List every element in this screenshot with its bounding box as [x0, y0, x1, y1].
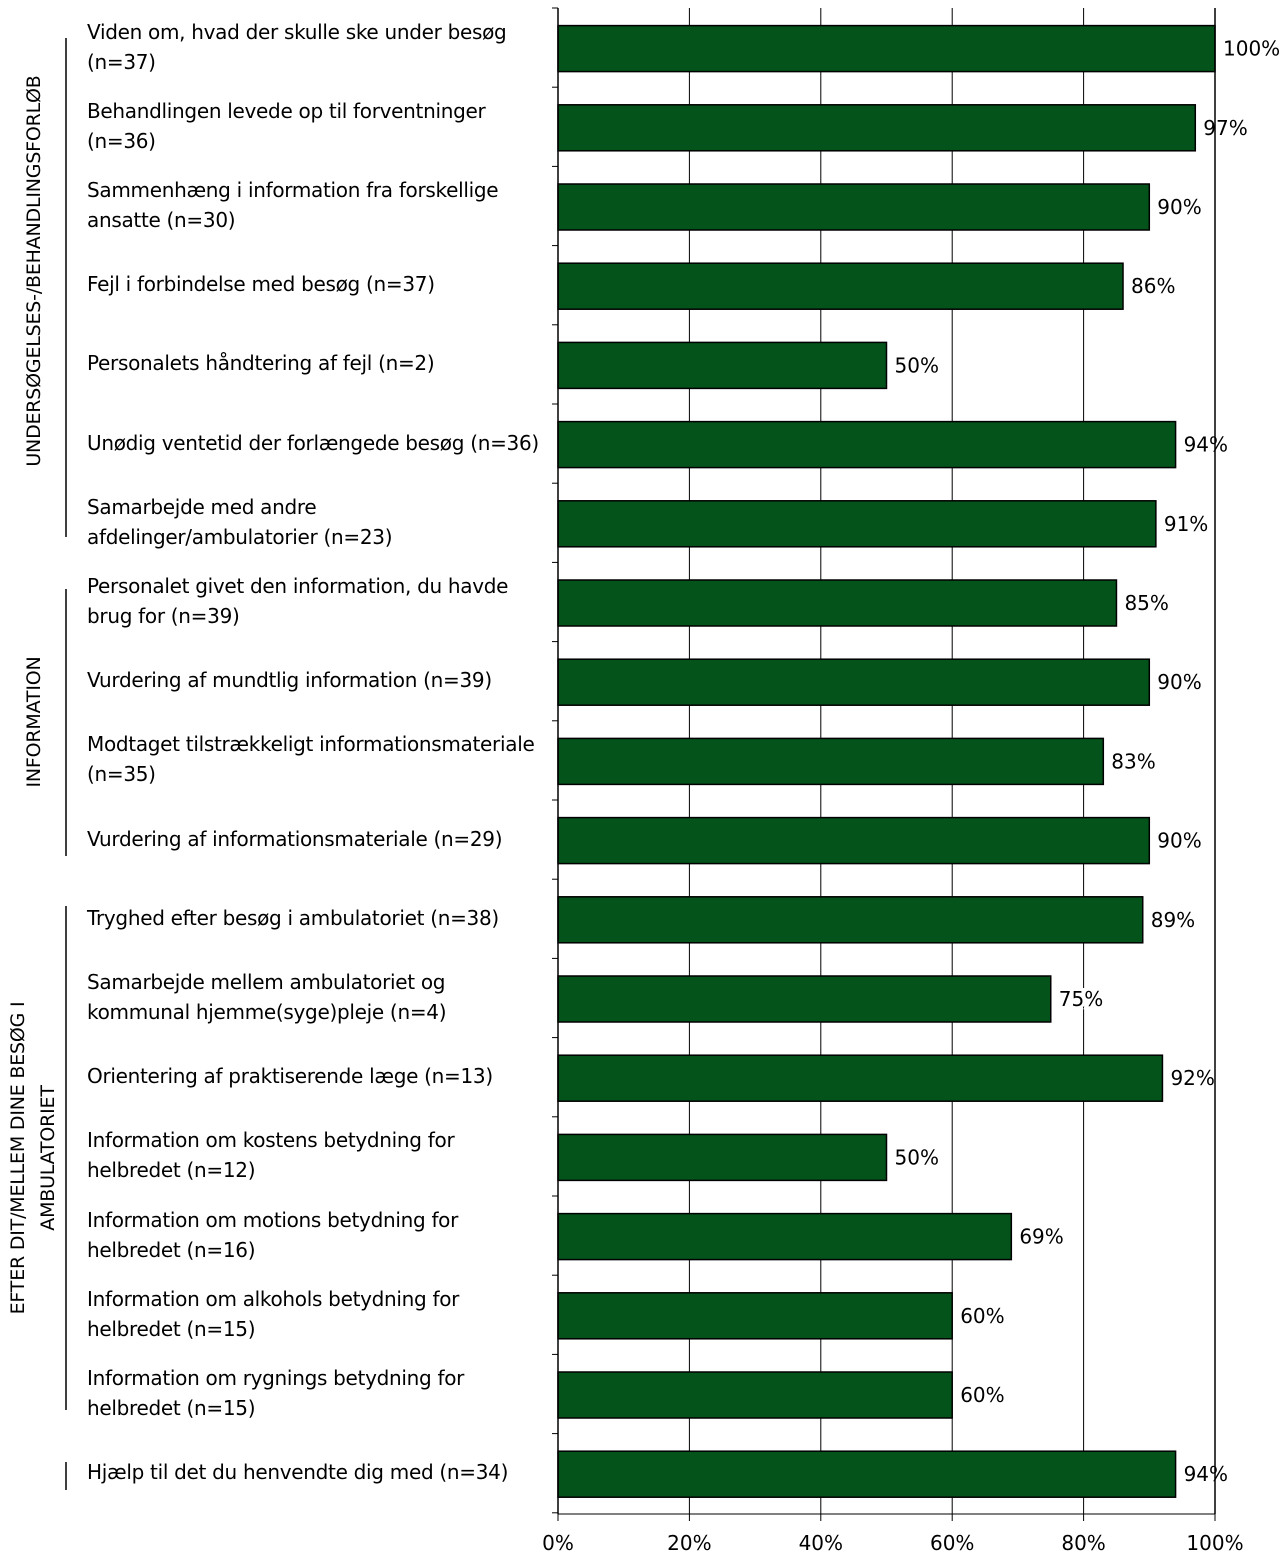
bar-value-label: 94%: [1184, 433, 1228, 457]
group-title-information: INFORMATION: [23, 656, 45, 788]
bar-value-label: 90%: [1157, 670, 1201, 694]
category-label: Information om kostens betydning for hel…: [87, 1128, 455, 1183]
category-label: Samarbejde mellem ambulatoriet og kommun…: [87, 970, 447, 1024]
value-labels: 100% 97% 90% 86% 50% 94% 91% 85% 90% 83% 90% 89% 75%…: [892, 34, 1282, 1490]
x-tick-label: 60%: [930, 1531, 974, 1555]
bar: [557, 816, 1151, 865]
category-label: Vurdering af mundtlig information (n=39): [87, 668, 492, 693]
bar-value-label: 50%: [895, 1145, 939, 1169]
category-label: Information om rygnings betydning for he…: [87, 1366, 465, 1420]
group-title-efter-besoeg-line-1: EFTER DIT/MELLEM DINE BESØG I: [7, 1001, 29, 1315]
category-label: Samarbejde med andre afdelinger/ambulato…: [87, 494, 393, 549]
group-title-efter-besoeg-line-2: AMBULATORIET: [37, 1085, 59, 1231]
bar-value-label: 60%: [960, 1304, 1004, 1328]
x-tick-label: 100%: [1186, 1531, 1243, 1555]
bar-value-label: 97%: [1203, 116, 1247, 140]
bar: [557, 1371, 953, 1419]
bar: [557, 1292, 953, 1340]
bar: [557, 975, 1052, 1023]
axes: [552, 7, 1216, 1521]
category-label: Viden om, hvad der skulle ske under besø…: [87, 19, 507, 74]
bar-value-label: 60%: [960, 1383, 1004, 1407]
bar-value-label: 89%: [1151, 908, 1195, 932]
bar-value-label: 85%: [1124, 591, 1168, 615]
bar-value-label: 90%: [1157, 829, 1201, 853]
bar: [557, 24, 1216, 73]
bar-value-label: 91%: [1164, 512, 1208, 536]
bar: [557, 104, 1197, 152]
category-label: Information om motions betydning for hel…: [87, 1207, 459, 1262]
category-label: Unødig ventetid der forlængede besøg (n=…: [87, 430, 539, 455]
bar-value-label: 90%: [1157, 195, 1201, 219]
bar-value-label: 94%: [1184, 1462, 1228, 1486]
bar: [557, 658, 1151, 706]
category-label: Information om alkohols betydning for he…: [87, 1286, 460, 1341]
x-tick-label: 80%: [1061, 1531, 1105, 1555]
bar: [557, 1054, 1164, 1102]
category-label: Personalet givet den information, du hav…: [87, 574, 509, 628]
category-label: Tryghed efter besøg i ambulatoriet (n=38…: [87, 905, 499, 930]
bar-value-label: 92%: [1170, 1066, 1214, 1090]
bar: [557, 183, 1151, 231]
bar: [557, 262, 1124, 310]
bar: [557, 1133, 888, 1182]
bar: [557, 579, 1118, 627]
bar-value-label: 100%: [1223, 37, 1280, 61]
bar: [557, 737, 1105, 786]
bar-value-label: 75%: [1059, 987, 1103, 1011]
bar-value-label: 50%: [895, 353, 939, 377]
group-title-undersoegelse: UNDERSØGELSES-/BEHANDLINGSFORLØB: [23, 75, 45, 467]
bar-value-label: 86%: [1131, 274, 1175, 298]
bar-value-label: 69%: [1019, 1225, 1063, 1249]
category-label: Orientering af praktiserende læge (n=13): [87, 1064, 493, 1089]
category-label: Modtaget tilstrækkeligt informationsmate…: [87, 732, 535, 787]
group-title-efter-besoeg: EFTER DIT/MELLEM DINE BESØG I AMBULATORI…: [3, 1002, 63, 1315]
bar: [557, 1450, 1177, 1498]
bar: [557, 500, 1157, 548]
category-label: Fejl i forbindelse med besøg (n=37): [87, 272, 435, 297]
x-tick-labels: 0% 20% 40% 60% 80% 100%: [542, 1531, 1243, 1555]
bar: [557, 1212, 1013, 1261]
group-brackets: [65, 8, 1216, 1514]
bar: [557, 341, 888, 390]
bars: [557, 24, 1216, 1498]
category-label: Personalets håndtering af fejl (n=2): [87, 351, 435, 376]
x-tick-label: 0%: [542, 1531, 574, 1555]
category-label: Behandlingen levede op til forventninger…: [87, 98, 486, 153]
bar-value-label: 83%: [1111, 749, 1155, 773]
x-tick-label: 20%: [667, 1531, 711, 1555]
bar: [557, 896, 1144, 944]
category-label: Sammenhæng i information fra forskellige…: [87, 178, 499, 232]
category-label: Vurdering af informationsmateriale (n=29…: [87, 826, 503, 851]
bar: [557, 420, 1177, 469]
category-label: Hjælp til det du henvendte dig med (n=34…: [87, 1460, 509, 1485]
x-tick-label: 40%: [799, 1531, 843, 1555]
